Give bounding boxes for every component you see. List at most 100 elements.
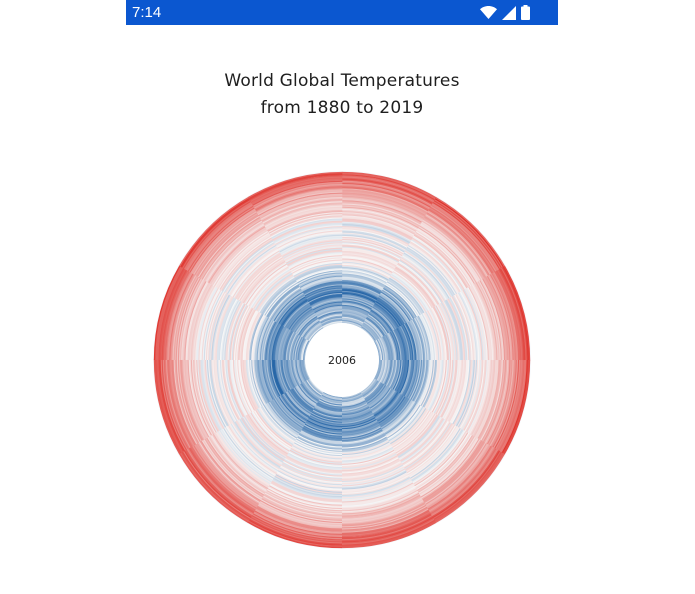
- year-ring-segment: [286, 332, 296, 361]
- year-ring-segment: [257, 503, 343, 528]
- year-ring-segment: [228, 359, 245, 417]
- year-ring-segment: [383, 401, 416, 434]
- year-ring-segment: [410, 319, 423, 361]
- year-ring-segment: [341, 198, 423, 222]
- year-ring-segment: [448, 359, 467, 423]
- year-ring-segment: [219, 359, 238, 422]
- year-ring-segment: [302, 280, 343, 293]
- year-ring-segment: [341, 287, 379, 299]
- year-ring-segment: [341, 501, 425, 525]
- temperature-spiral-chart[interactable]: [150, 168, 534, 552]
- year-ring-segment: [474, 359, 497, 438]
- year-ring-segment: [300, 430, 343, 443]
- year-ring-segment: [402, 421, 449, 468]
- year-ring-segment: [341, 427, 382, 440]
- year-ring-segment: [341, 230, 408, 249]
- year-ring-segment: [290, 446, 343, 462]
- year-ring-segment: [341, 226, 409, 247]
- year-ring-segment: [216, 296, 235, 361]
- year-ring-segment: [304, 423, 343, 435]
- year-ring-segment: [442, 359, 461, 420]
- year-ring-segment: [189, 283, 212, 361]
- year-ring-segment: [341, 423, 380, 435]
- year-ring-segment: [498, 359, 525, 452]
- year-ring-segment: [379, 397, 408, 426]
- year-ring-segment: [390, 409, 429, 447]
- year-ring-segment: [444, 299, 463, 361]
- year-ring-segment: [341, 265, 390, 280]
- temperature-spiral-svg[interactable]: [150, 168, 534, 552]
- year-ring-segment: [270, 359, 282, 396]
- year-ring-segment: [295, 336, 303, 361]
- year-ring-segment: [278, 467, 343, 486]
- year-ring-segment: [154, 359, 182, 454]
- year-ring-segment: [273, 398, 304, 429]
- year-ring-segment: [386, 282, 421, 316]
- year-ring-segment: [390, 331, 400, 361]
- year-ring-segment: [218, 430, 272, 484]
- year-ring-segment: [341, 203, 421, 226]
- year-ring-segment: [234, 359, 251, 414]
- year-ring-segment: [341, 209, 418, 232]
- year-ring-segment: [341, 453, 397, 470]
- year-ring-segment: [227, 302, 244, 361]
- year-ring-segment: [341, 282, 381, 295]
- year-ring-segment: [190, 208, 256, 274]
- year-ring-segment: [399, 417, 444, 462]
- year-ring-segment: [434, 452, 505, 523]
- year-ring-segment: [394, 267, 436, 308]
- year-ring-segment: [380, 398, 410, 428]
- year-ring-segment: [264, 321, 277, 361]
- year-ring-segment: [201, 289, 222, 361]
- year-ring-segment: [315, 306, 343, 316]
- year-ring-segment: [341, 502, 425, 526]
- year-ring-segment: [319, 398, 343, 406]
- year-ring-segment: [264, 205, 343, 228]
- year-ring-segment: [240, 359, 255, 411]
- year-ring-segment: [252, 181, 343, 207]
- year-ring-segment: [157, 359, 184, 453]
- year-ring-segment: [406, 322, 419, 361]
- year-ring-segment: [341, 186, 429, 212]
- year-ring-segment: [491, 359, 517, 448]
- year-ring-segment: [341, 443, 391, 458]
- year-ring-segment: [341, 503, 426, 527]
- year-ring-segment: [394, 412, 435, 454]
- year-ring-segment: [408, 426, 460, 478]
- year-ring-segment: [314, 304, 343, 314]
- year-ring-segment: [268, 359, 280, 397]
- year-ring-segment: [217, 235, 271, 289]
- year-ring-segment: [205, 437, 265, 496]
- year-ring-segment: [214, 232, 270, 288]
- year-ring-segment: [447, 298, 466, 361]
- year-ring-segment: [483, 359, 508, 444]
- year-ring-segment: [409, 427, 461, 479]
- year-ring-segment: [282, 329, 292, 361]
- year-ring-segment: [296, 269, 343, 284]
- year-ring-segment: [295, 359, 303, 384]
- year-ring-segment: [275, 227, 343, 247]
- year-ring-segment: [341, 418, 377, 430]
- year-ring-segment: [341, 177, 434, 204]
- year-ring-segment: [341, 494, 421, 517]
- year-ring-segment: [389, 331, 399, 361]
- year-ring-segment: [268, 486, 343, 508]
- year-ring-segment: [298, 384, 318, 404]
- year-ring-segment: [257, 191, 343, 216]
- year-ring-segment: [401, 254, 448, 301]
- year-ring-segment: [227, 359, 244, 418]
- year-ring-segment: [367, 314, 388, 335]
- year-ring-segment: [179, 452, 250, 523]
- year-ring-segment: [341, 496, 422, 520]
- year-ring-segment: [377, 395, 406, 424]
- year-ring-segment: [296, 385, 317, 406]
- year-ring-segment: [341, 410, 372, 420]
- year-ring-segment: [247, 312, 262, 361]
- year-ring-segment: [387, 280, 422, 315]
- year-ring-segment: [163, 270, 189, 361]
- year-ring-segment: [302, 382, 320, 400]
- year-ring-segment: [341, 508, 429, 534]
- year-ring-segment: [285, 331, 295, 361]
- year-ring-segment: [207, 292, 228, 361]
- year-ring-segment: [422, 312, 437, 361]
